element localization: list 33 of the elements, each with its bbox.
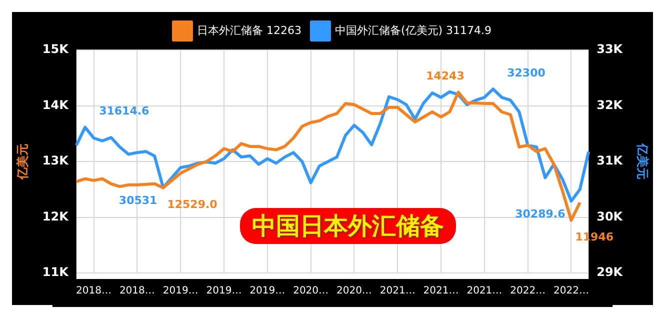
y-axis-title: 亿美元	[15, 144, 30, 180]
x-tick-label: 2022…	[510, 286, 546, 297]
y2-tick-label: 29K	[596, 265, 624, 280]
x-tick-label: 2021…	[423, 286, 459, 297]
x-tick-label: 2019…	[206, 286, 242, 297]
y2-tick-label: 33K	[596, 42, 624, 56]
x-tick-label: 2020…	[336, 286, 372, 297]
x-tick-label: 2022…	[554, 286, 589, 297]
x-tick-label: 2019…	[250, 286, 286, 297]
x-tick-label: 2018…	[76, 286, 112, 297]
x-tick-label: 2018…	[119, 286, 155, 297]
data-label: 31614.6	[99, 104, 150, 118]
y2-tick-label: 30K	[596, 209, 624, 224]
data-label: 14243	[426, 70, 464, 83]
text: 中国日本外汇储备	[240, 208, 456, 244]
legend-label: 中国外汇储备(亿美元) 31174.9	[334, 24, 492, 37]
x-tick-label: 2021…	[466, 286, 502, 297]
y-tick-label: 14K	[42, 98, 70, 112]
x-tick-label: 2020…	[293, 286, 329, 297]
x-tick-label: 2021…	[380, 286, 416, 297]
data-label: 12529.0	[167, 198, 218, 212]
y-tick-label: 11K	[42, 265, 70, 280]
x-tick-label: 2019…	[162, 286, 198, 297]
y-tick-label: 15K	[42, 42, 70, 56]
data-label: 32300	[507, 66, 546, 80]
y-tick-label: 12K	[42, 209, 70, 224]
y2-tick-label: 32K	[596, 98, 624, 112]
y-tick-label: 13K	[42, 154, 70, 168]
y2-axis-title: 亿美元	[636, 142, 650, 180]
legend-label: 日本外汇储备 12263	[196, 24, 302, 37]
y2-tick-label: 31K	[596, 154, 624, 168]
data-label: 30289.6	[515, 207, 566, 220]
data-label: 30531	[118, 194, 158, 208]
